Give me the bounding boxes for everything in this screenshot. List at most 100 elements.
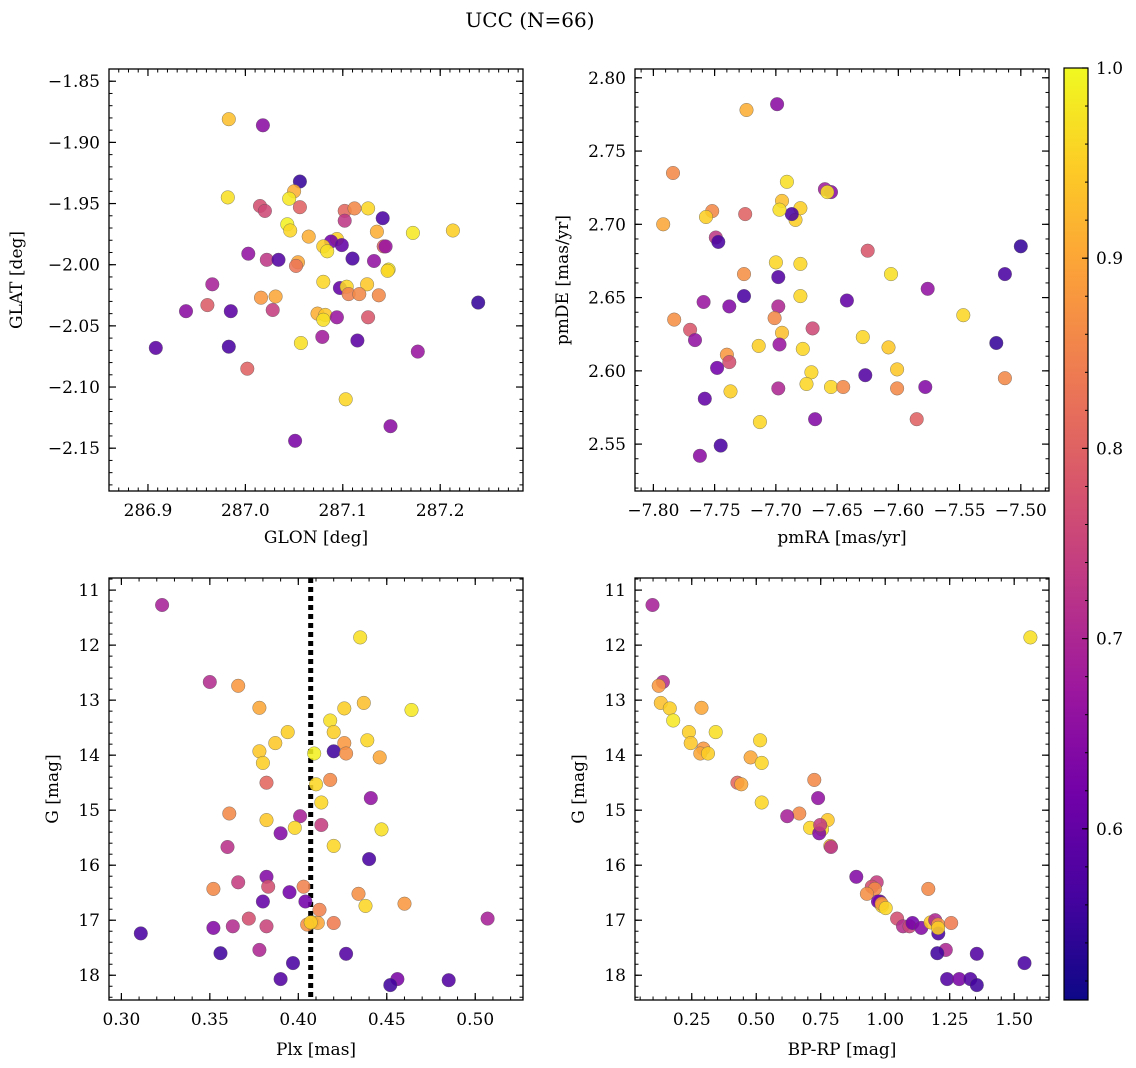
- y-tick-label: 15: [78, 801, 100, 821]
- data-point: [334, 238, 349, 253]
- data-point: [930, 946, 945, 961]
- y-tick-label: 2.55: [588, 435, 626, 455]
- data-point: [738, 207, 753, 222]
- data-point: [213, 946, 228, 961]
- data-point: [820, 185, 835, 200]
- y-tick-label: −1.90: [48, 133, 100, 153]
- y-tick-label: 2.70: [588, 215, 626, 235]
- data-point: [307, 746, 322, 761]
- data-point: [792, 806, 807, 821]
- data-point: [378, 239, 393, 254]
- data-point: [667, 312, 682, 327]
- panel-pm-points: [656, 97, 1028, 463]
- data-point: [360, 277, 375, 292]
- data-point: [361, 310, 376, 325]
- data-point: [666, 713, 681, 728]
- data-point: [356, 695, 371, 710]
- data-point: [708, 725, 723, 740]
- data-point: [687, 333, 703, 348]
- data-point: [241, 911, 256, 926]
- data-point: [1017, 956, 1032, 971]
- x-tick-label: 286.9: [124, 501, 173, 521]
- data-point: [397, 896, 412, 911]
- data-point: [298, 894, 313, 909]
- data-point: [480, 911, 495, 926]
- colorbar-tick-label: 0.8: [1096, 439, 1123, 459]
- data-point: [202, 674, 217, 690]
- data-point: [273, 972, 288, 987]
- panel-glon-glat-ticks: 286.9 287.0 287.1 287.2 −2.15 −2.10 −2.05 −2.00…: [48, 68, 523, 521]
- data-point: [405, 225, 420, 240]
- data-point: [772, 337, 787, 352]
- y-tick-label: 2.80: [588, 69, 626, 89]
- data-point: [771, 381, 786, 396]
- data-point: [372, 750, 387, 765]
- data-point: [339, 746, 354, 761]
- data-point: [997, 371, 1012, 386]
- panel-glon-glat-points: [148, 112, 486, 448]
- data-point: [280, 725, 295, 740]
- data-point: [723, 384, 738, 399]
- data-point: [241, 246, 256, 261]
- y-tick-label: 13: [604, 691, 626, 711]
- x-tick-label: 0.75: [802, 1010, 840, 1030]
- data-point: [722, 299, 737, 314]
- data-point: [268, 736, 283, 751]
- data-point: [259, 813, 274, 828]
- data-point: [881, 340, 896, 355]
- data-point: [338, 392, 353, 407]
- data-point: [253, 290, 269, 305]
- data-point: [767, 311, 782, 326]
- x-tick-label: 1.50: [995, 1010, 1033, 1030]
- x-tick-label: 1.00: [866, 1010, 904, 1030]
- data-point: [410, 344, 425, 359]
- data-point: [696, 294, 711, 310]
- data-point: [700, 746, 716, 761]
- data-point: [1023, 630, 1038, 645]
- data-point: [770, 97, 785, 112]
- data-point: [793, 289, 808, 304]
- x-tick-label: −7.60: [872, 501, 924, 521]
- y-tick-label: 14: [604, 746, 626, 766]
- data-point: [292, 200, 307, 215]
- data-point: [314, 817, 329, 833]
- data-point: [259, 775, 274, 790]
- panel-pm-ticks: −7.80 −7.75 −7.70 −7.65 −7.60 −7.55 −7.50 2.55 2…: [588, 69, 1049, 521]
- data-point: [944, 915, 959, 931]
- panel-glon-glat: 286.9 287.0 287.1 287.2 −2.15 −2.10 −2.05 −2.00…: [7, 68, 524, 548]
- data-point: [694, 700, 709, 715]
- y-tick-label: 16: [604, 856, 626, 876]
- y-tick-label: 15: [604, 801, 626, 821]
- data-point: [352, 287, 367, 302]
- data-point: [363, 791, 378, 806]
- data-point: [353, 630, 368, 645]
- colorbar-tick-label: 0.9: [1096, 249, 1123, 269]
- panel-plx-g: 0.30 0.35 0.40 0.45 0.50 11 12 13 14 15 16 17 18 Plx…: [43, 577, 524, 1060]
- data-point: [366, 253, 382, 269]
- data-point: [808, 412, 823, 427]
- data-point: [940, 972, 955, 987]
- data-point: [361, 201, 376, 216]
- data-point: [345, 251, 360, 266]
- data-point: [774, 325, 790, 340]
- panel-pm-frame: [634, 68, 1050, 492]
- y-tick-label: 11: [604, 581, 626, 601]
- data-point: [754, 795, 769, 810]
- data-point: [231, 678, 246, 693]
- data-point: [471, 295, 486, 310]
- data-point: [931, 920, 946, 935]
- data-point: [793, 256, 808, 271]
- y-tick-label: 2.60: [588, 362, 626, 382]
- data-point: [329, 310, 344, 325]
- x-tick-label: 0.35: [191, 1010, 229, 1030]
- data-point: [347, 201, 362, 216]
- data-point: [255, 755, 270, 770]
- data-point: [220, 839, 235, 855]
- x-tick-label: 287.0: [221, 501, 270, 521]
- data-point: [920, 281, 935, 296]
- data-point: [369, 224, 384, 239]
- colorbar-ticks: 0.6 0.7 0.8 0.9 1.0: [1082, 59, 1123, 982]
- data-point: [282, 191, 297, 206]
- data-point: [221, 339, 236, 354]
- data-point: [918, 379, 933, 395]
